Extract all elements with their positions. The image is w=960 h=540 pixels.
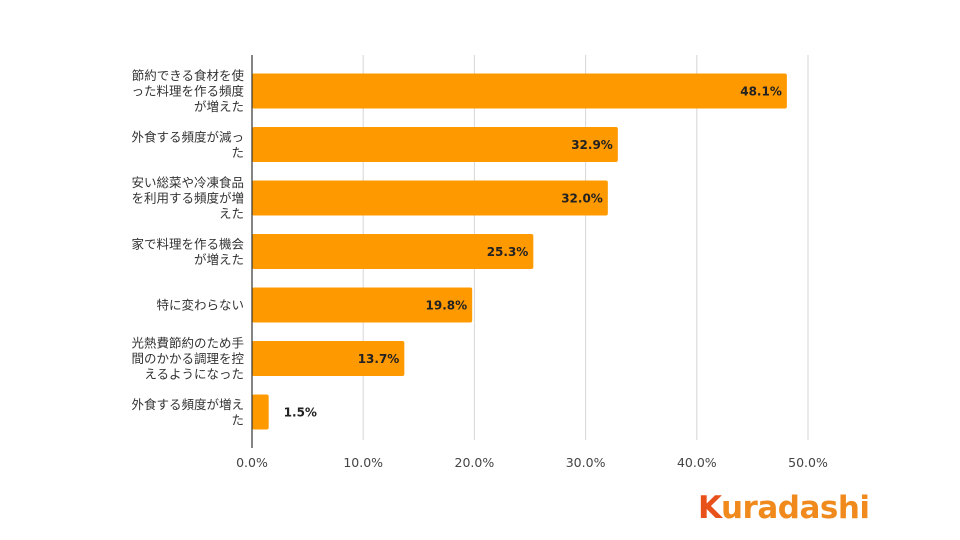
value-label: 25.3%	[487, 245, 529, 259]
category-label-line: た	[231, 412, 244, 427]
category-label: 家で料理を作る機会が増えた	[131, 236, 244, 267]
bar	[252, 73, 787, 109]
category-label: 外食する頻度が減った	[131, 129, 244, 160]
category-labels: 節約できる食材を使った料理を作る頻度が増えた外食する頻度が減った安い総菜や冷凍食…	[131, 68, 244, 427]
category-label: 光熱費節約のため手間のかかる調理を控えるようになった	[131, 336, 244, 382]
bar	[252, 127, 618, 162]
category-label: 外食する頻度が増えた	[131, 397, 244, 428]
category-label-line: 外食する頻度が増え	[131, 397, 244, 412]
value-label: 19.8%	[426, 299, 468, 313]
bar	[252, 341, 405, 376]
category-label-line: 光熱費節約のため手	[131, 336, 244, 351]
category-label-line: 節約できる食材を使	[132, 68, 245, 83]
x-axis-tick-labels: 0.0% 10.0% 20.0% 30.0% 40.0% 50.0%	[236, 455, 828, 470]
x-tick-label: 20.0%	[455, 455, 495, 470]
x-tick-label: 40.0%	[677, 455, 717, 470]
category-label: 特に変わらない	[156, 298, 244, 313]
value-label: 1.5%	[284, 406, 317, 420]
bar	[252, 394, 269, 430]
category-label: 節約できる食材を使った料理を作る頻度が増えた	[131, 68, 244, 114]
value-label: 32.0%	[561, 192, 603, 206]
logo-letter-k: K	[698, 490, 721, 526]
logo-text: uradashi	[720, 490, 870, 526]
category-label-line: が増えた	[194, 99, 244, 114]
category-label-line: えるようになった	[144, 367, 244, 382]
category-label-line: を利用する頻度が増	[131, 191, 244, 206]
category-label-line: 間のかかる調理を控	[131, 351, 244, 366]
category-label-line: 外食する頻度が減っ	[131, 129, 244, 144]
category-label-line: 家で料理を作る機会	[131, 236, 244, 251]
value-label: 32.9%	[571, 138, 613, 152]
category-label-line: が増えた	[194, 252, 244, 267]
x-tick-label: 0.0%	[236, 455, 268, 470]
value-label: 13.7%	[358, 352, 400, 366]
category-label-line: た	[231, 145, 244, 160]
value-label: 48.1%	[740, 85, 782, 99]
x-tick-label: 50.0%	[788, 455, 828, 470]
bar	[252, 234, 534, 269]
kuradashi-logo: Kuradashi	[698, 488, 870, 528]
x-tick-label: 30.0%	[566, 455, 606, 470]
bar	[252, 180, 608, 216]
category-label-line: えた	[219, 206, 244, 221]
category-label-line: 安い総菜や冷凍食品	[131, 175, 244, 190]
bars	[252, 73, 787, 430]
category-label-line: 特に変わらない	[156, 298, 244, 313]
bar	[252, 287, 473, 323]
category-label-line: った料理を作る頻度	[131, 84, 244, 99]
x-tick-label: 10.0%	[343, 455, 383, 470]
category-label: 安い総菜や冷凍食品を利用する頻度が増えた	[131, 175, 244, 221]
value-labels: 48.1% 32.9% 32.0% 25.3% 19.8% 13.7% 1.5%	[284, 85, 782, 420]
